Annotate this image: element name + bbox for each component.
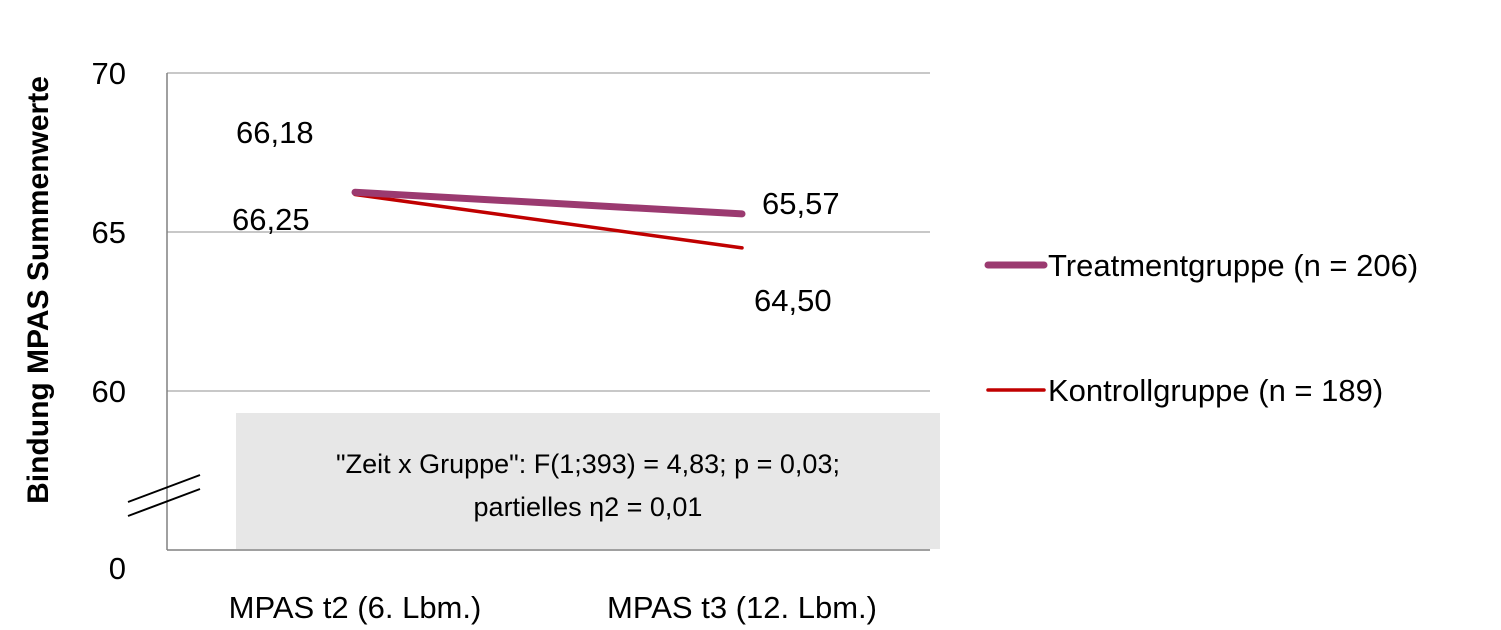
y-axis-title: Bindung MPAS Summenwerte <box>22 76 55 504</box>
gridlines <box>167 72 930 392</box>
legend: Treatmentgruppe (n = 206) Kontrollgruppe … <box>984 248 1418 408</box>
y-tick-label: 70 <box>92 56 126 91</box>
x-category-label: MPAS t3 (12. Lbm.) <box>607 590 877 625</box>
statistics-annotation: "Zeit x Gruppe": F(1;393) = 4,83; p = 0,… <box>236 413 940 549</box>
annotation-box <box>236 413 940 549</box>
legend-entry: Treatmentgruppe (n = 206) <box>1048 248 1418 283</box>
series-line-1 <box>353 192 744 250</box>
axis-break-marks <box>127 474 201 517</box>
series-lines <box>351 188 746 250</box>
data-label: 66,18 <box>236 115 314 150</box>
axis-break-stroke <box>127 474 201 503</box>
data-label: 64,50 <box>754 283 832 318</box>
annotation-line-2: partielles η2 = 0,01 <box>474 492 703 522</box>
y-tick-label-base: 0 <box>109 551 126 586</box>
x-category-labels: MPAS t2 (6. Lbm.) MPAS t3 (12. Lbm.) <box>229 590 877 625</box>
annotation-line-1: "Zeit x Gruppe": F(1;393) = 4,83; p = 0,… <box>336 449 840 479</box>
y-tick-labels: 70 65 60 0 <box>92 56 126 586</box>
data-label: 65,57 <box>762 186 840 221</box>
data-labels: 66,25 65,57 66,18 64,50 <box>232 115 840 318</box>
data-label: 66,25 <box>232 202 310 237</box>
legend-entry: Kontrollgruppe (n = 189) <box>1048 373 1383 408</box>
x-category-label: MPAS t2 (6. Lbm.) <box>229 590 482 625</box>
series-line-0 <box>351 188 746 218</box>
axis-break-stroke <box>127 488 201 517</box>
y-tick-label: 65 <box>92 215 126 250</box>
y-tick-label: 60 <box>92 374 126 409</box>
